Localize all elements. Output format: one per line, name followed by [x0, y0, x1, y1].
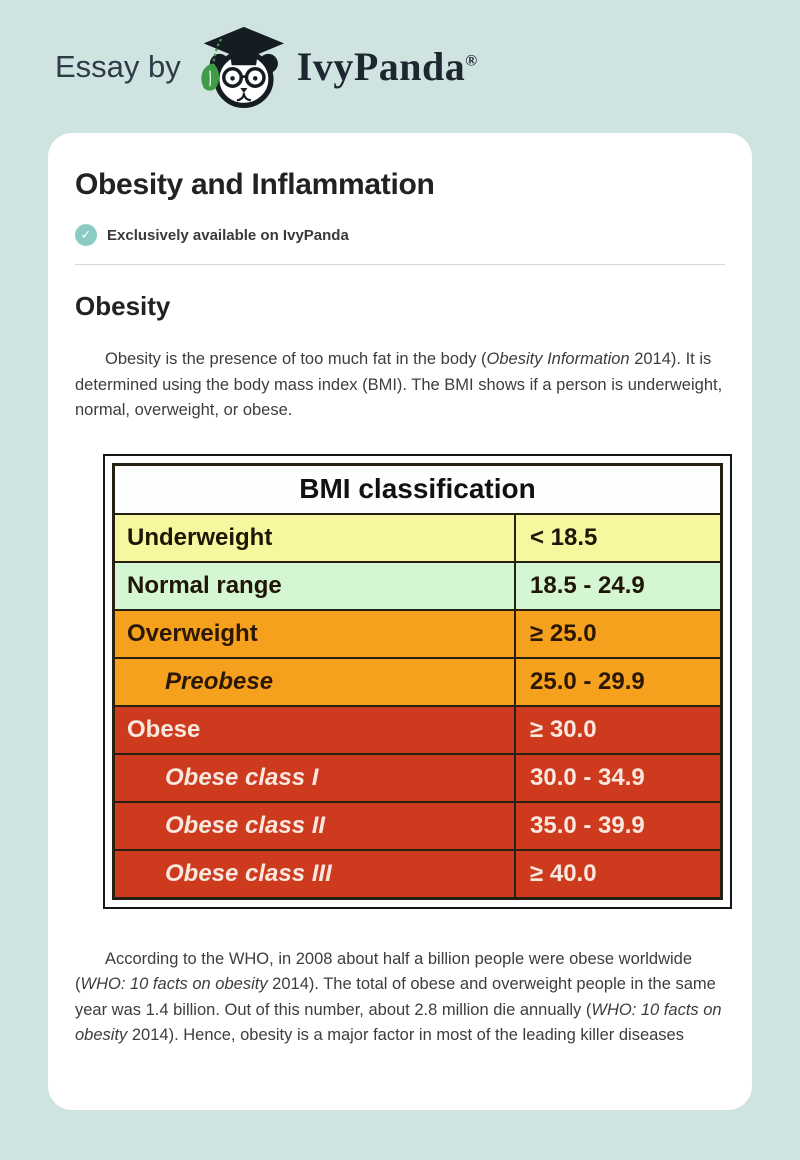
- site-header: Essay by: [0, 0, 800, 133]
- bmi-range: 35.0 - 39.9: [530, 811, 645, 839]
- check-icon: ✓: [75, 224, 97, 246]
- panda-graduate-icon: [201, 26, 284, 108]
- brand-wordmark: IvyPanda®: [297, 43, 478, 90]
- bmi-category: Normal range: [115, 562, 516, 609]
- bmi-table-row: Normal range 18.5 - 24.9: [115, 560, 720, 609]
- bmi-range: 30.0 - 34.9: [530, 763, 645, 791]
- bmi-table-row: Obese class I 30.0 - 34.9: [115, 752, 720, 801]
- bmi-range: ≥ 25.0: [530, 619, 597, 647]
- bmi-range: ≥ 40.0: [530, 859, 597, 887]
- bmi-category: Obese class II: [115, 802, 516, 849]
- divider: [75, 264, 725, 265]
- bmi-table-row: Obese ≥ 30.0: [115, 704, 720, 753]
- bmi-table-title: BMI classification: [115, 465, 720, 513]
- bmi-table-body: Underweight < 18.5 Normal range 18.5 - 24.9…: [115, 512, 720, 897]
- bmi-range: < 18.5: [530, 523, 598, 551]
- bmi-table-row: Obese class III ≥ 40.0: [115, 848, 720, 897]
- bmi-table-row: Underweight < 18.5: [115, 512, 720, 561]
- bmi-range: 18.5 - 24.9: [530, 571, 645, 599]
- availability-badge: ✓ Exclusively available on IvyPanda: [75, 224, 725, 246]
- brand-name: IvyPanda: [296, 44, 466, 89]
- bmi-category: Obese class III: [115, 850, 516, 897]
- bmi-table-image: BMI classification Underweight < 18.5 Norm…: [103, 453, 732, 909]
- badge-label: Exclusively available on IvyPanda: [107, 226, 349, 244]
- bmi-category: Preobese: [115, 658, 516, 705]
- bmi-range: ≥ 30.0: [530, 715, 597, 743]
- bmi-category: Obese: [115, 706, 516, 753]
- ivypanda-logo: IvyPanda®: [195, 25, 478, 109]
- page-title: Obesity and Inflammation: [75, 168, 435, 201]
- page: Essay by: [0, 0, 800, 1110]
- registered-mark: ®: [465, 52, 478, 70]
- paragraph-2: According to the WHO, in 2008 about half…: [75, 949, 722, 1045]
- paragraph-1: Obesity is the presence of too much fat …: [75, 350, 723, 419]
- bmi-range: 25.0 - 29.9: [530, 667, 645, 695]
- bmi-table-row: Obese class II 35.0 - 39.9: [115, 800, 720, 849]
- essay-by-label: Essay by: [55, 48, 181, 84]
- bmi-category: Overweight: [115, 610, 516, 657]
- essay-card: Obesity and Inflammation ✓ Exclusively a…: [48, 133, 752, 1110]
- bmi-table: BMI classification Underweight < 18.5 Norm…: [112, 462, 723, 900]
- section-heading: Obesity: [75, 291, 171, 321]
- bmi-table-row: Preobese 25.0 - 29.9: [115, 656, 720, 705]
- bmi-category: Underweight: [115, 514, 516, 561]
- bmi-category: Obese class I: [115, 754, 516, 801]
- bmi-table-row: Overweight ≥ 25.0: [115, 608, 720, 657]
